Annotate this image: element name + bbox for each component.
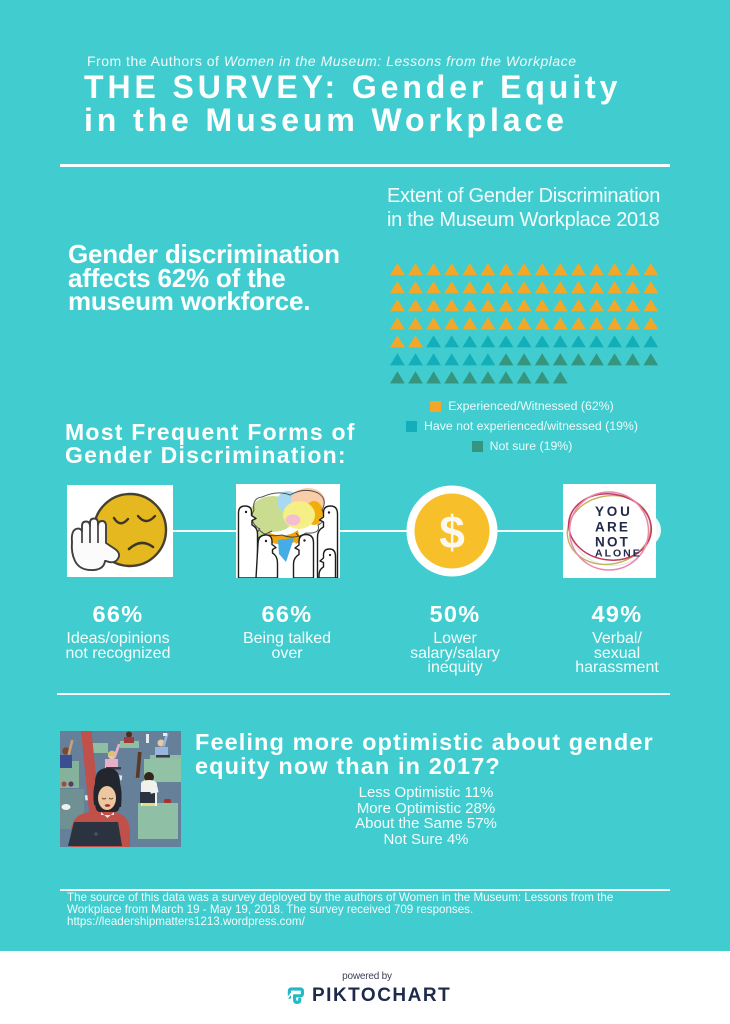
svg-text:ARE: ARE [595, 520, 630, 535]
svg-text:$: $ [439, 506, 465, 558]
svg-text:NOT: NOT [595, 535, 630, 550]
svg-text:YOU: YOU [595, 504, 633, 519]
svg-text:ALONE: ALONE [595, 548, 642, 560]
